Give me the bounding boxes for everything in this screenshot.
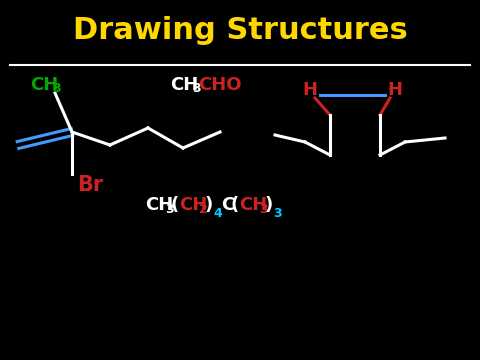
Text: CH: CH <box>145 196 173 214</box>
Text: CHO: CHO <box>198 76 241 94</box>
Text: ): ) <box>205 196 213 214</box>
Text: CH: CH <box>30 76 58 94</box>
Text: 4: 4 <box>213 207 222 220</box>
Text: 3: 3 <box>192 81 201 95</box>
Text: H: H <box>387 81 403 99</box>
Text: 3: 3 <box>165 202 174 216</box>
Text: ): ) <box>265 196 273 214</box>
Text: (: ( <box>231 196 239 214</box>
Text: CH: CH <box>179 196 207 214</box>
Text: 3: 3 <box>259 202 268 216</box>
Text: Drawing Structures: Drawing Structures <box>72 15 408 45</box>
Text: Br: Br <box>77 175 103 195</box>
Text: C: C <box>221 196 234 214</box>
Text: 3: 3 <box>273 207 282 220</box>
Text: (: ( <box>171 196 179 214</box>
Text: CH: CH <box>239 196 267 214</box>
Text: H: H <box>302 81 317 99</box>
Text: CH: CH <box>170 76 198 94</box>
Text: 3: 3 <box>52 81 60 95</box>
Text: 2: 2 <box>199 202 208 216</box>
